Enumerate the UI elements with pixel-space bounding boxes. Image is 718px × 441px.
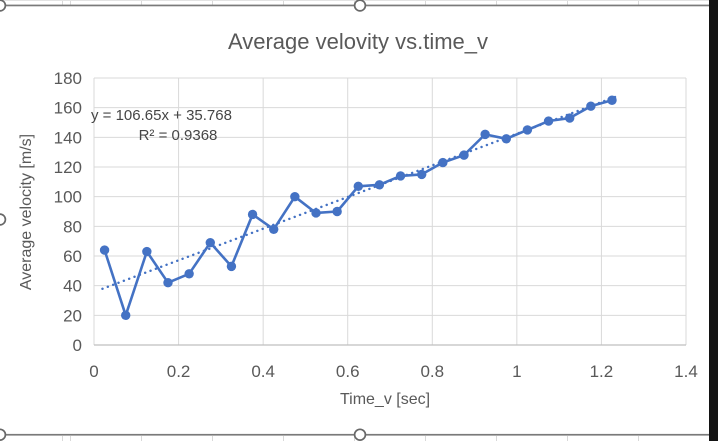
y-axis-tick-label: 0 (73, 336, 82, 355)
data-point-marker[interactable] (501, 134, 511, 144)
data-point-marker[interactable] (290, 191, 300, 202)
data-point-marker[interactable] (522, 125, 533, 135)
data-point-marker[interactable] (142, 246, 152, 257)
y-axis-tick-label: 20 (63, 306, 82, 325)
data-point-marker[interactable] (99, 245, 110, 255)
x-axis-tick-label: 0.8 (420, 362, 444, 381)
x-axis-tick-label: 1.4 (674, 362, 698, 381)
data-point-marker[interactable] (226, 261, 237, 272)
x-axis-tick-label: 0.6 (336, 362, 360, 381)
y-axis-tick-label: 100 (54, 188, 82, 207)
y-axis-tick-label: 140 (54, 128, 82, 147)
x-axis-title[interactable]: Time_v [sec] (340, 391, 430, 408)
selection-handle-left-middle[interactable] (0, 213, 7, 226)
selection-handle-bottom-left[interactable] (0, 428, 7, 441)
tick-label-layer: 0 0.2 0.4 0.6 0.8 1 1.2 1.4 0 20 40 60 80 100 120 140 16… (54, 69, 698, 381)
x-axis-tick-label: 1.2 (590, 362, 614, 381)
data-point-marker[interactable] (269, 224, 279, 234)
selection-handle-top-center[interactable] (353, 0, 367, 12)
data-point-marker[interactable] (311, 208, 321, 218)
selection-handle-bottom-center[interactable] (353, 428, 367, 441)
y-axis-tick-label: 60 (63, 247, 82, 266)
data-point-marker[interactable] (565, 113, 575, 123)
data-point-marker[interactable] (163, 278, 173, 288)
data-point-marker[interactable] (459, 150, 469, 160)
data-point-marker[interactable] (543, 116, 554, 126)
y-axis-tick-label: 120 (54, 158, 82, 177)
chart-title[interactable]: Average velovity vs.time_v (228, 29, 488, 54)
data-point-marker[interactable] (395, 171, 406, 181)
data-point-marker[interactable] (205, 237, 215, 248)
y-axis-tick-label: 80 (63, 217, 82, 236)
data-point-marker[interactable] (121, 310, 131, 321)
y-axis-tick-label: 180 (54, 69, 82, 88)
data-point-marker[interactable] (247, 209, 258, 220)
y-axis-tick-label: 40 (63, 277, 82, 296)
data-point-marker[interactable] (374, 180, 385, 190)
selection-handle-top-left[interactable] (0, 0, 7, 12)
trendline-r-squared-label[interactable]: R² = 0.9368 (139, 127, 218, 144)
x-axis-tick-label: 0 (89, 362, 98, 381)
data-point-marker[interactable] (480, 129, 490, 140)
data-point-marker[interactable] (607, 95, 617, 105)
x-axis-tick-label: 0.2 (167, 362, 191, 381)
data-point-marker[interactable] (184, 269, 194, 279)
x-axis-tick-label: 1 (512, 362, 521, 381)
data-point-marker[interactable] (438, 157, 448, 168)
data-series-layer (99, 95, 617, 321)
y-axis-tick-label: 160 (54, 99, 82, 118)
window-right-edge (709, 0, 718, 441)
data-point-marker[interactable] (586, 101, 596, 111)
data-point-marker[interactable] (332, 206, 342, 217)
data-point-marker[interactable] (353, 181, 363, 191)
y-axis-title[interactable]: Average velocity [m/s] (18, 134, 35, 290)
x-axis-tick-label: 0.4 (251, 362, 275, 381)
data-point-marker[interactable] (417, 169, 427, 180)
trendline-equation-label[interactable]: y = 106.65x + 35.768 (91, 107, 232, 124)
